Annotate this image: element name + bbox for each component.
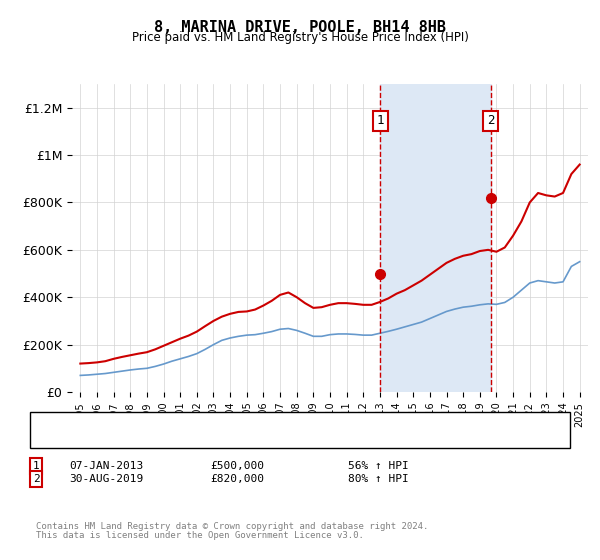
Text: 2: 2: [487, 114, 494, 128]
Text: 8, MARINA DRIVE, POOLE, BH14 8HB (detached house): 8, MARINA DRIVE, POOLE, BH14 8HB (detach…: [93, 418, 399, 428]
Text: HPI: Average price, detached house, Bournemouth Christchurch and Poole: HPI: Average price, detached house, Bour…: [93, 432, 530, 442]
Text: ———: ———: [48, 430, 76, 444]
Text: 2: 2: [32, 474, 40, 484]
Text: This data is licensed under the Open Government Licence v3.0.: This data is licensed under the Open Gov…: [36, 531, 364, 540]
Text: 30-AUG-2019: 30-AUG-2019: [69, 474, 143, 484]
Text: 56% ↑ HPI: 56% ↑ HPI: [348, 461, 409, 471]
Text: ———: ———: [48, 416, 76, 430]
Text: 1: 1: [32, 461, 40, 471]
Text: Contains HM Land Registry data © Crown copyright and database right 2024.: Contains HM Land Registry data © Crown c…: [36, 522, 428, 531]
Text: Price paid vs. HM Land Registry's House Price Index (HPI): Price paid vs. HM Land Registry's House …: [131, 31, 469, 44]
Bar: [380, 84, 491, 392]
Text: £820,000: £820,000: [210, 474, 264, 484]
Text: ———: ———: [48, 430, 76, 444]
Text: 1: 1: [377, 114, 384, 128]
Text: 8, MARINA DRIVE, POOLE, BH14 8HB (detached house): 8, MARINA DRIVE, POOLE, BH14 8HB (detach…: [93, 418, 399, 428]
Text: 8, MARINA DRIVE, POOLE, BH14 8HB: 8, MARINA DRIVE, POOLE, BH14 8HB: [154, 20, 446, 35]
Text: 80% ↑ HPI: 80% ↑ HPI: [348, 474, 409, 484]
Text: 07-JAN-2013: 07-JAN-2013: [69, 461, 143, 471]
Text: £500,000: £500,000: [210, 461, 264, 471]
Text: ———: ———: [48, 416, 76, 430]
Text: HPI: Average price, detached house, Bournemouth Christchurch and Poole: HPI: Average price, detached house, Bour…: [93, 432, 530, 442]
